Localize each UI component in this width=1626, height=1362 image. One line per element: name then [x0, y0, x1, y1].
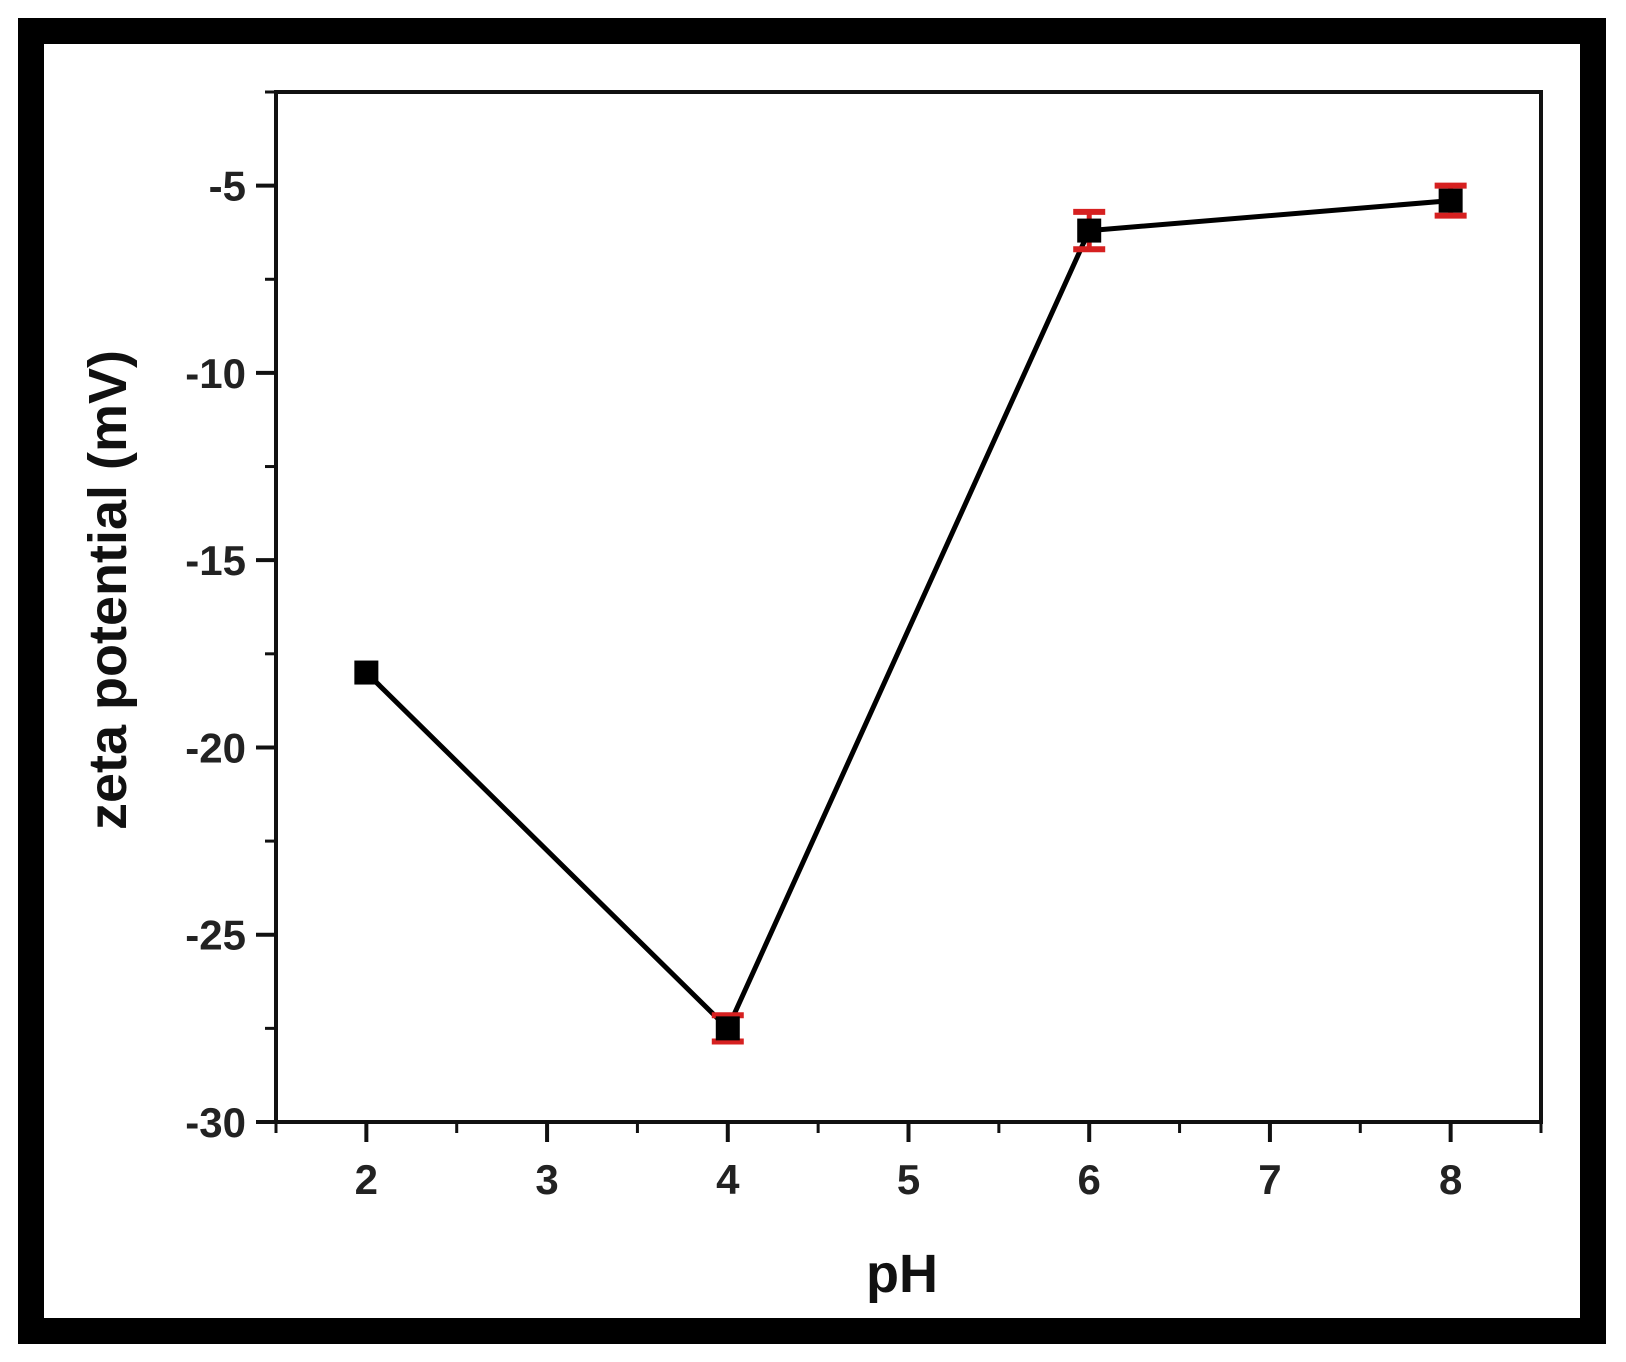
y-tick-label: -30: [185, 1099, 246, 1146]
x-tick-label: 8: [1439, 1156, 1462, 1203]
x-tick-label: 6: [1078, 1156, 1101, 1203]
y-tick-label: -20: [185, 724, 246, 771]
data-point-marker: [1077, 218, 1102, 243]
y-tick-label: -25: [185, 912, 246, 959]
data-point-marker: [1438, 188, 1463, 213]
x-tick-label: 3: [535, 1156, 558, 1203]
plot-axes: 2 3 4 5 6 7 8 -30 -25 -20 -15 -10 -5: [185, 90, 1543, 1203]
x-axis-title: pH: [866, 1244, 938, 1304]
x-tick-label: 2: [355, 1156, 378, 1203]
y-tick-label: -5: [209, 163, 246, 210]
data-point-marker: [715, 1016, 740, 1041]
data-point-marker: [354, 660, 379, 685]
plot-border: [274, 90, 1543, 1124]
x-tick-label: 7: [1258, 1156, 1281, 1203]
y-tick-label: -10: [185, 350, 246, 397]
y-tick-label: -15: [185, 537, 246, 584]
series-line: [364, 198, 1451, 1033]
x-tick-label: 4: [716, 1156, 740, 1203]
x-tick-label: 5: [897, 1156, 920, 1203]
y-axis-title: zeta potential (mV): [78, 350, 138, 830]
series-layer: [354, 182, 1467, 1045]
